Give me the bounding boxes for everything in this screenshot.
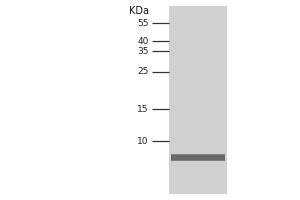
Bar [171, 156, 225, 159]
Bar [171, 155, 225, 161]
Bar [171, 155, 225, 160]
Bar [171, 154, 225, 161]
Bar [171, 155, 225, 161]
Bar [171, 155, 225, 160]
Bar [171, 156, 225, 160]
Bar [171, 154, 225, 161]
Bar [171, 156, 225, 159]
Text: 15: 15 [137, 105, 148, 114]
Bar [171, 156, 225, 159]
Text: 40: 40 [137, 36, 148, 46]
Bar [171, 155, 225, 160]
Bar [171, 155, 225, 160]
Text: KDa: KDa [128, 6, 148, 16]
Bar [171, 155, 225, 160]
Bar [171, 154, 225, 161]
Text: 10: 10 [137, 136, 148, 146]
Bar [171, 154, 225, 161]
Bar [171, 155, 225, 160]
Text: 35: 35 [137, 46, 148, 55]
Bar [169, 6, 226, 194]
Text: 25: 25 [137, 68, 148, 76]
Bar [171, 154, 225, 161]
Bar [171, 156, 225, 159]
Bar [171, 156, 225, 160]
Bar [171, 155, 225, 160]
Bar [171, 155, 225, 160]
Bar [171, 154, 225, 161]
Bar [171, 156, 225, 159]
Bar [171, 156, 225, 159]
Bar [171, 154, 225, 161]
Bar [171, 156, 225, 159]
Bar [171, 156, 225, 159]
Bar [171, 156, 225, 159]
Bar [171, 155, 225, 160]
Bar [171, 154, 225, 161]
Bar [171, 154, 225, 161]
Text: 55: 55 [137, 19, 148, 27]
Bar [171, 155, 225, 160]
Bar [171, 156, 225, 159]
Bar [171, 156, 225, 160]
Bar [171, 156, 225, 159]
Bar [171, 155, 225, 160]
Bar [171, 156, 225, 159]
Bar [171, 155, 225, 161]
Bar [171, 154, 225, 161]
Bar [171, 156, 225, 160]
Bar [171, 155, 225, 161]
